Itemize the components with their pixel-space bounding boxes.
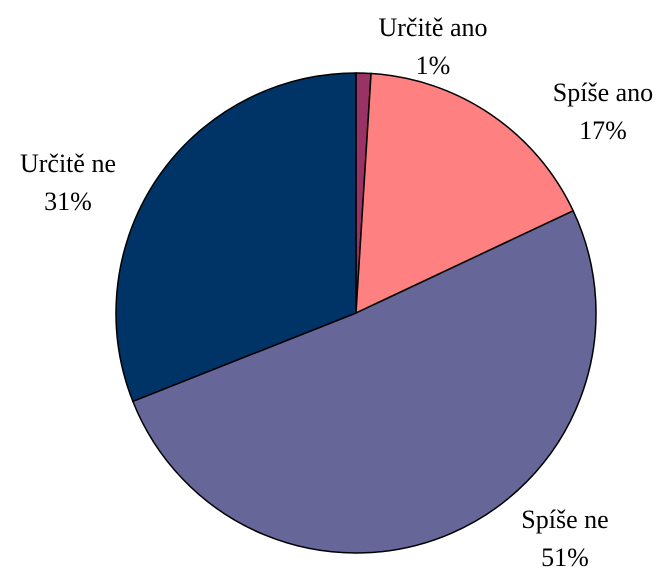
slice-value-label: 51% bbox=[541, 543, 589, 571]
slice-label: Spíše ano bbox=[553, 78, 653, 107]
slice-label: Určitě ano bbox=[378, 13, 487, 42]
slice-value-label: 17% bbox=[579, 116, 627, 145]
slice-value-label: 31% bbox=[44, 187, 92, 216]
pie-slice bbox=[115, 72, 357, 403]
slice-label: Spíše ne bbox=[521, 505, 608, 534]
pie-slice bbox=[355, 72, 575, 315]
pie-slice bbox=[131, 209, 597, 554]
slice-label: Určitě ne bbox=[20, 149, 116, 178]
slice-value-label: 1% bbox=[416, 51, 451, 80]
